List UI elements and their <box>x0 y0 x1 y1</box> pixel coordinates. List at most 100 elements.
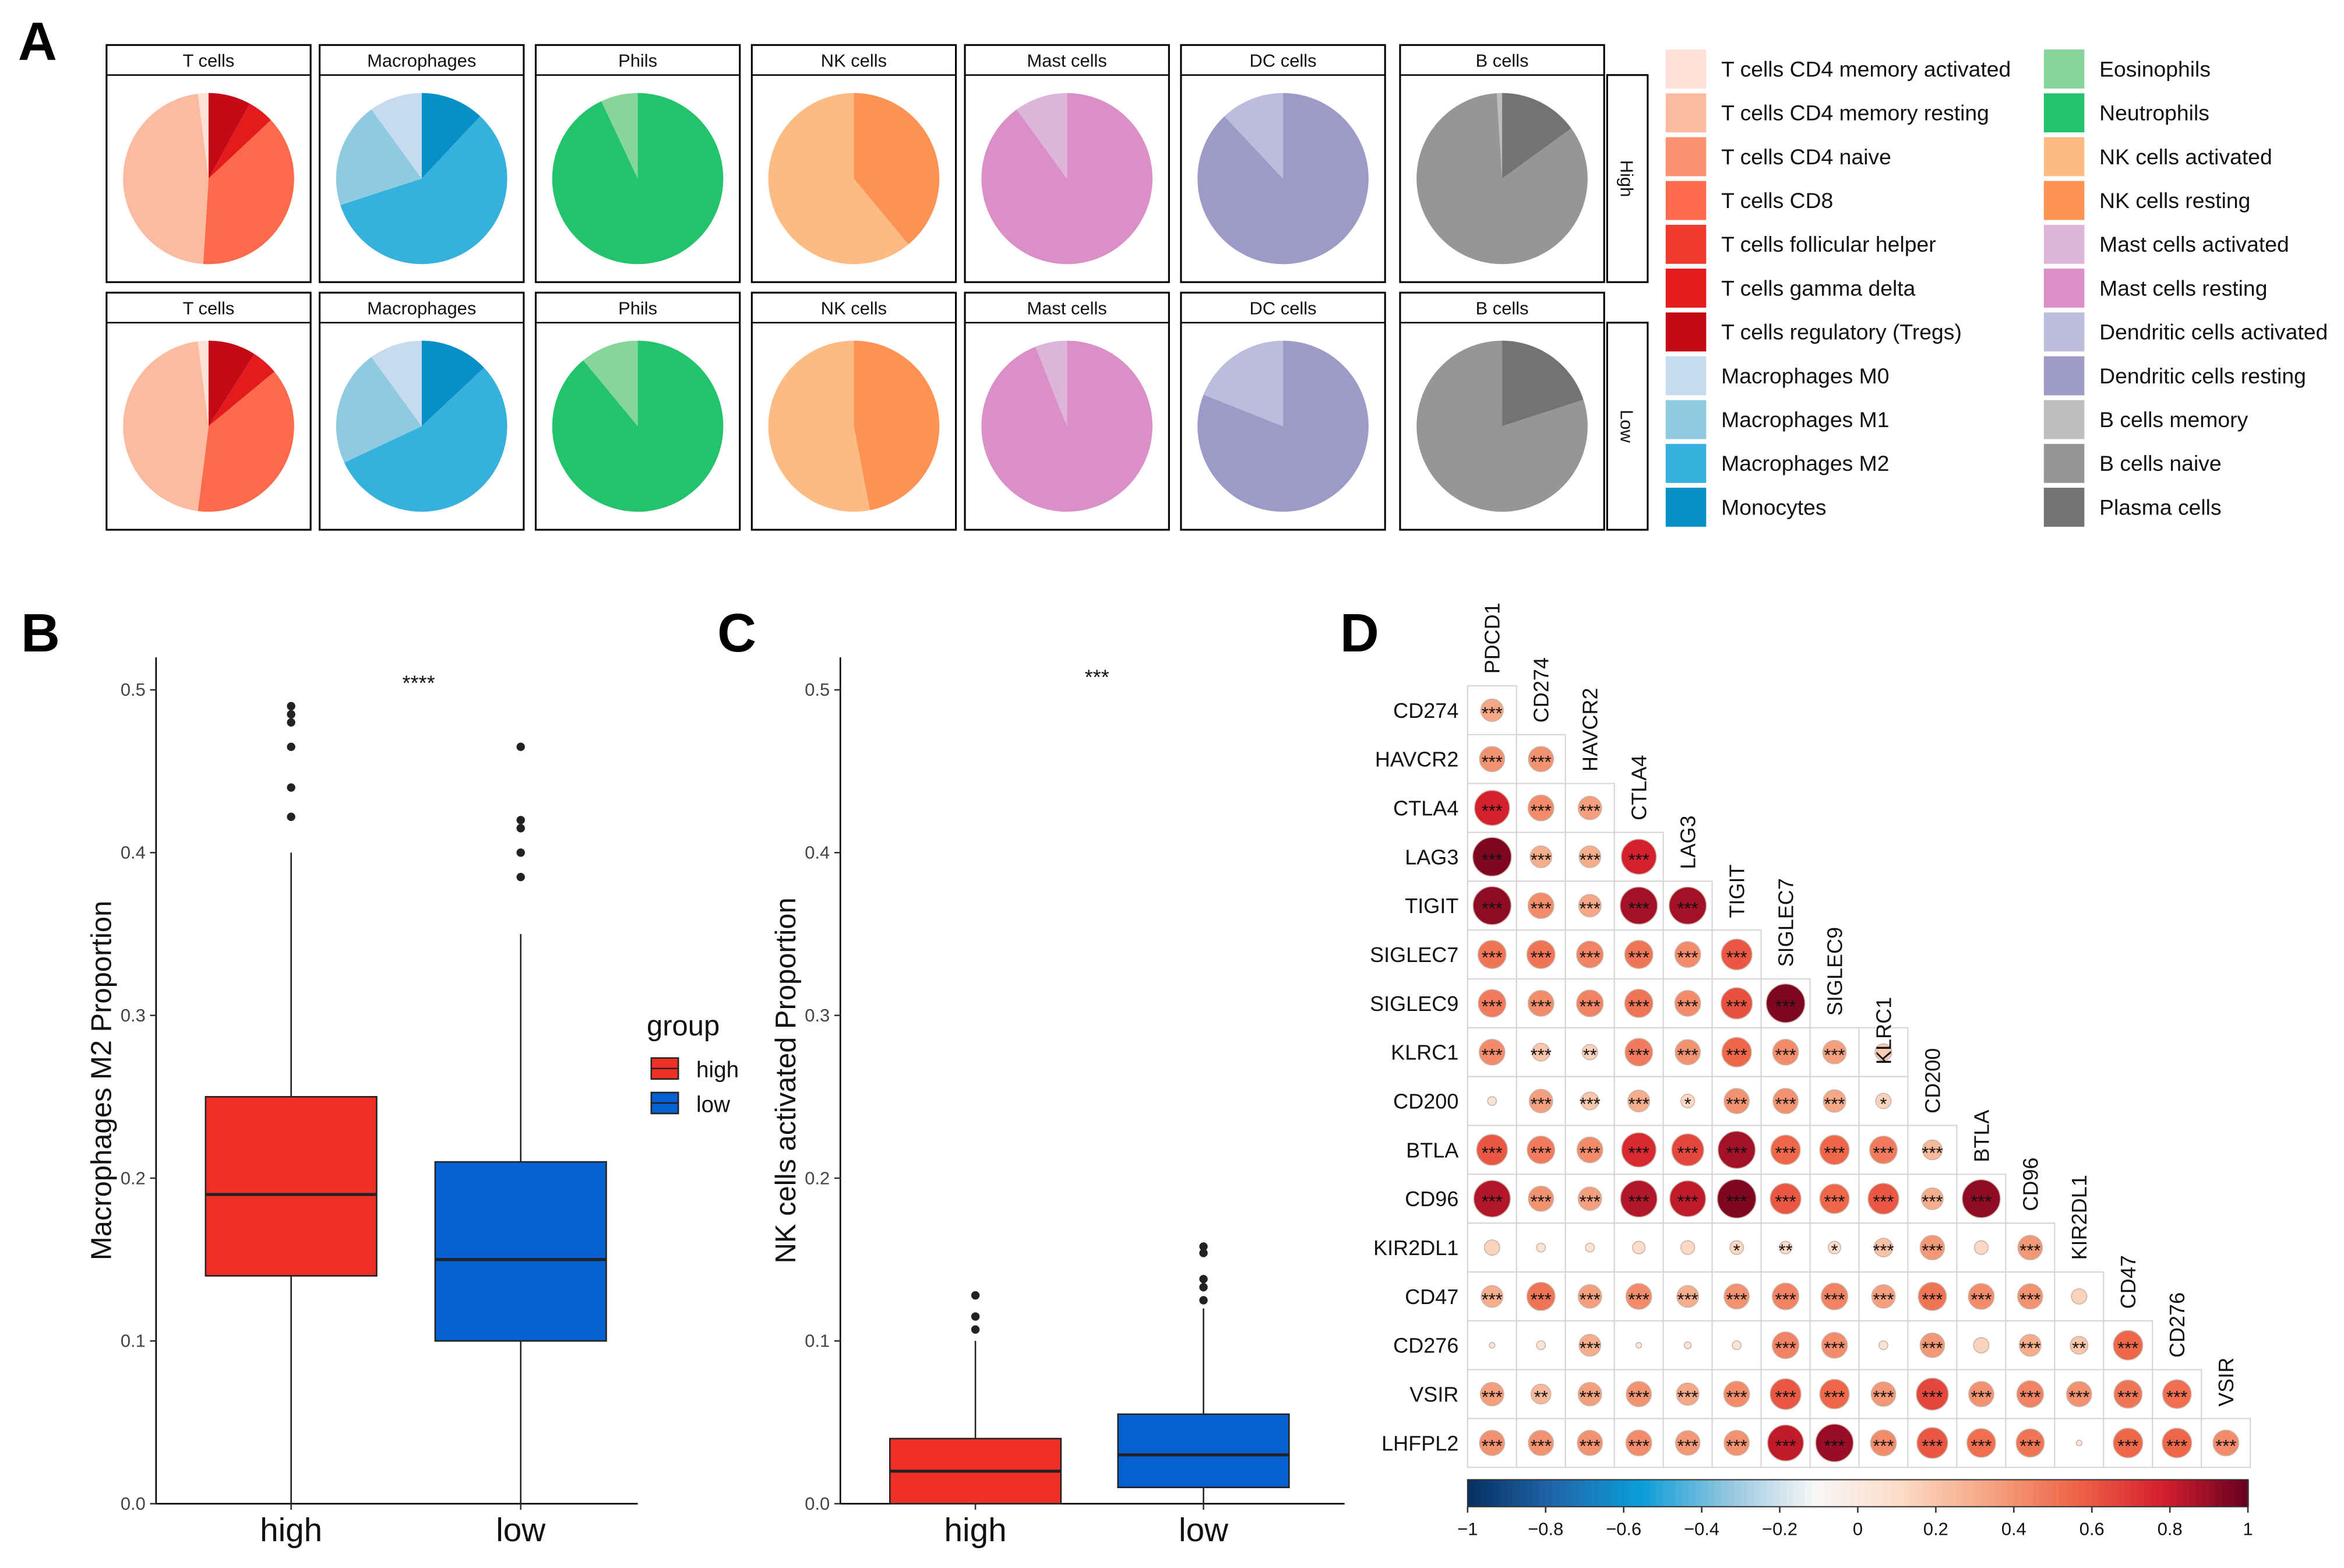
pie-slice <box>768 93 909 265</box>
significance-mark: *** <box>1971 1289 1991 1309</box>
correlation-circle <box>2162 1428 2193 1458</box>
legend-swatch <box>2043 356 2085 396</box>
correlation-circle <box>1684 1341 1692 1349</box>
colorbar-segment <box>2072 1479 2080 1507</box>
pie-slice <box>854 340 940 510</box>
colorbar-segment <box>1923 1479 1930 1507</box>
row-label: CD274 <box>1393 699 1458 723</box>
correlation-circle <box>1822 1040 1847 1065</box>
colorbar-segment <box>1792 1479 1800 1507</box>
correlation-circle <box>1729 1240 1744 1255</box>
correlation-circle <box>1536 1242 1546 1253</box>
outlier-point <box>516 824 525 833</box>
colorbar-segment <box>2163 1479 2171 1507</box>
colorbar-segment <box>1838 1479 1846 1507</box>
colorbar-segment <box>2092 1479 2099 1507</box>
box-high <box>205 1096 378 1277</box>
colorbar-segment <box>1721 1479 1729 1507</box>
outlier-point <box>516 816 525 824</box>
significance-mark: *** <box>1482 1289 1503 1309</box>
legend-label: Macrophages M0 <box>1721 364 1889 388</box>
significance-mark: *** <box>1482 752 1503 772</box>
y-axis-title: NK cells activated Proportion <box>770 897 802 1263</box>
correlation-circle <box>1968 1381 1994 1407</box>
correlation-circle <box>1528 746 1555 773</box>
row-label: CD276 <box>1393 1334 1458 1358</box>
row-label: BTLA <box>1406 1138 1458 1162</box>
correlation-circle <box>1671 1133 1704 1167</box>
correlation-circle <box>1973 1337 1990 1354</box>
legend-label: Plasma cells <box>2099 495 2222 519</box>
significance-mark: ** <box>2072 1338 2086 1358</box>
outlier-point <box>516 848 525 857</box>
legend-swatch <box>2043 181 2085 220</box>
significance-mark: *** <box>1531 947 1552 968</box>
legend-swatch <box>2043 488 2085 527</box>
column-label: CD47 <box>2116 1255 2140 1309</box>
panel-label-a: A <box>18 11 57 72</box>
significance-mark: *** <box>1824 1338 1845 1358</box>
legend-swatch <box>1665 181 1707 220</box>
colorbar-segment <box>1708 1479 1716 1507</box>
correlation-circle <box>1626 1381 1652 1407</box>
row-label: TIGIT <box>1405 894 1458 918</box>
significance-mark: *** <box>2166 1436 2187 1456</box>
significance-mark: *** <box>1482 996 1503 1016</box>
colorbar-segment <box>2111 1479 2119 1507</box>
correlation-circle <box>1723 1088 1750 1114</box>
legend-swatch <box>1665 488 1707 527</box>
y-tick-label: 0.2 <box>121 1168 146 1188</box>
legend-label: Eosinophils <box>2099 57 2211 81</box>
colorbar-segment <box>1864 1479 1872 1507</box>
colorbar-segment <box>1948 1479 1957 1507</box>
colorbar-segment <box>1779 1479 1788 1507</box>
correlation-circle <box>1627 1090 1651 1112</box>
correlation-circle <box>1765 984 1806 1023</box>
y-tick-label: 0.4 <box>121 843 146 863</box>
pie-facet-title: Mast cells <box>1027 298 1107 319</box>
pie-slice <box>421 340 484 427</box>
legend-swatch <box>2043 443 2085 483</box>
significance-mark: *** <box>1677 1289 1698 1309</box>
correlation-circle <box>2019 1334 2042 1357</box>
significance-mark: *** <box>1775 1045 1796 1065</box>
significance-mark: *** <box>1677 1143 1698 1163</box>
colorbar-segment <box>1656 1479 1664 1507</box>
correlation-circle <box>2162 1379 2192 1409</box>
legend-label: Macrophages M2 <box>1721 451 1889 475</box>
correlation-circle <box>1721 938 1753 971</box>
colorbar-segment <box>2215 1479 2223 1507</box>
colorbar-segment <box>1643 1479 1651 1507</box>
correlation-circle <box>1625 1429 1652 1457</box>
x-tick-label: high <box>944 1512 1007 1549</box>
colorbar-segment <box>1520 1479 1527 1507</box>
correlation-circle <box>1621 1132 1656 1168</box>
correlation-circle <box>1620 838 1657 875</box>
column-label: KIR2DL1 <box>2067 1175 2091 1260</box>
correlation-circle <box>1527 990 1555 1017</box>
legend-label: Dendritic cells resting <box>2099 364 2306 388</box>
outlier-point <box>971 1312 980 1321</box>
pie-slice <box>198 340 209 427</box>
colorbar-segment <box>2228 1479 2236 1507</box>
legend-label: T cells follicular helper <box>1721 232 1936 256</box>
colorbar-segment <box>1682 1479 1690 1507</box>
colorbar-segment <box>2144 1479 2152 1507</box>
y-tick-label: 0.4 <box>805 843 830 863</box>
pie-facet-title: Macrophages <box>367 51 476 71</box>
colorbar-segment <box>1968 1479 1976 1507</box>
pie-slice <box>583 340 638 427</box>
correlation-circle <box>1674 941 1701 968</box>
colorbar-segment <box>1936 1479 1944 1507</box>
heatmap-cell <box>1564 1369 1615 1419</box>
significance-mark: *** <box>2117 1338 2138 1358</box>
colorbar-segment <box>1851 1479 1859 1507</box>
correlation-circle <box>1819 1134 1850 1165</box>
colorbar-segment <box>1760 1479 1768 1507</box>
outlier-point <box>1199 1282 1208 1292</box>
significance-mark: * <box>1684 1094 1691 1114</box>
pie-slice <box>198 371 294 512</box>
legend-swatch <box>1665 312 1707 352</box>
correlation-circle <box>1922 1139 1943 1161</box>
outlier-point <box>971 1325 980 1334</box>
